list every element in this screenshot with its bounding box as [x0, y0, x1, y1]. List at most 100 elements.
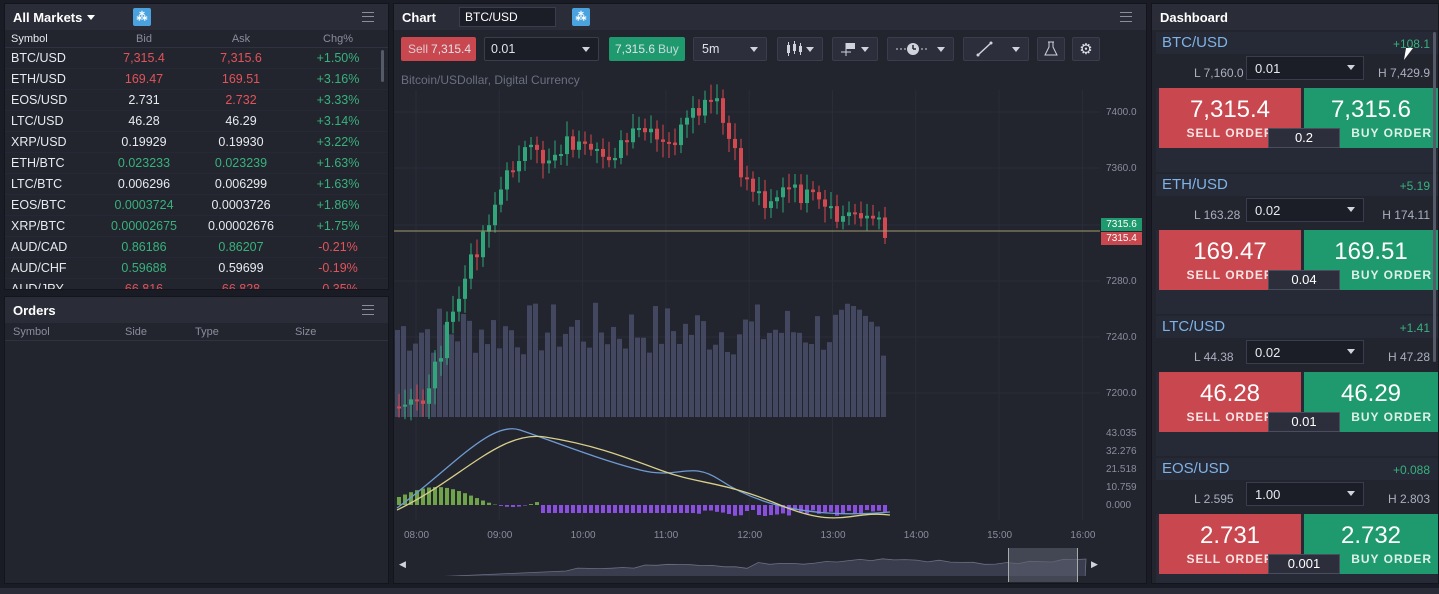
volume-bar: [725, 352, 730, 417]
card-symbol[interactable]: ETH/USD: [1162, 176, 1228, 193]
card-quantity-select[interactable]: 1.00: [1246, 482, 1364, 506]
candlestick-icon: [787, 41, 802, 56]
indicator-tick-label: 0.000: [1106, 500, 1132, 511]
market-row[interactable]: AUD/JPY 66.816 66.828 -0.35%: [5, 279, 388, 290]
market-row[interactable]: XRP/BTC 0.00002675 0.00002676 +1.75%: [5, 216, 388, 237]
macd-bar: [547, 505, 551, 513]
order-size-input[interactable]: 0.01: [1268, 412, 1340, 432]
buy-order-button[interactable]: 2.732 BUY ORDER: [1304, 514, 1438, 574]
menu-icon[interactable]: [362, 305, 374, 315]
market-row[interactable]: BTC/USD 7,315.4 7,315.6 +1.50%: [5, 48, 388, 69]
drawing-tools-button[interactable]: [963, 37, 1029, 61]
market-row[interactable]: LTC/USD 46.28 46.29 +3.14%: [5, 111, 388, 132]
macd-bar: [751, 505, 755, 511]
volume-bar: [617, 338, 622, 417]
candle: [499, 189, 503, 205]
link-icon[interactable]: ⁂: [133, 8, 151, 26]
sell-order-button[interactable]: 46.28 SELL ORDER: [1159, 372, 1301, 432]
card-quantity-select[interactable]: 0.01: [1246, 56, 1364, 80]
menu-icon[interactable]: [362, 12, 374, 22]
macd-bar: [715, 505, 719, 512]
order-size-input[interactable]: 0.001: [1268, 554, 1340, 574]
card-quantity-select[interactable]: 0.02: [1246, 198, 1364, 222]
interval-select[interactable]: 5m: [693, 37, 767, 61]
col-bid[interactable]: Bid: [136, 32, 152, 45]
navigator-handle[interactable]: [1008, 548, 1078, 582]
macd-bar: [871, 505, 875, 512]
link-icon[interactable]: ⁂: [572, 8, 590, 26]
dashboard-panel: Dashboard BTC/USD +108.1 L 7,160.0 0.01 H 7,…: [1151, 3, 1439, 584]
market-row[interactable]: LTC/BTC 0.006296 0.006299 +1.63%: [5, 174, 388, 195]
buy-order-button[interactable]: 46.29 BUY ORDER: [1304, 372, 1438, 432]
candle: [661, 139, 665, 142]
market-row[interactable]: XRP/USD 0.19929 0.19930 +3.22%: [5, 132, 388, 153]
candle: [613, 157, 617, 161]
card-symbol[interactable]: EOS/USD: [1162, 460, 1230, 477]
volume-bar: [599, 332, 604, 417]
market-row[interactable]: ETH/USD 169.47 169.51 +3.16%: [5, 69, 388, 90]
indicators-button[interactable]: [832, 37, 878, 61]
market-ask: 0.0003726: [211, 198, 271, 212]
quantity-select[interactable]: 0.01: [484, 37, 599, 61]
chart-type-button[interactable]: [777, 37, 823, 61]
orders-panel: Orders Symbol Side Type Size: [4, 296, 389, 584]
market-change: +3.33%: [316, 93, 360, 107]
col-ask[interactable]: Ask: [231, 32, 251, 45]
volume-bar: [737, 334, 742, 417]
macd-bar: [865, 505, 869, 511]
macd-bar: [883, 505, 887, 512]
candle: [673, 142, 677, 146]
price-chart[interactable]: [394, 66, 1148, 576]
candle: [631, 128, 635, 143]
market-row[interactable]: AUD/CAD 0.86186 0.86207 -0.21%: [5, 237, 388, 258]
markets-title[interactable]: All Markets: [13, 9, 83, 25]
col-symbol[interactable]: Symbol: [13, 325, 50, 338]
order-size-input[interactable]: 0.04: [1268, 270, 1340, 290]
flag-icon: [841, 43, 855, 56]
market-ask: 7,315.6: [220, 51, 262, 65]
macd-bar: [685, 505, 689, 513]
col-type[interactable]: Type: [195, 325, 219, 338]
volume-bar: [833, 314, 838, 417]
macd-bar: [421, 488, 425, 505]
menu-icon[interactable]: [1120, 12, 1132, 22]
candle: [697, 108, 701, 116]
card-symbol[interactable]: BTC/USD: [1162, 34, 1228, 51]
scroll-right-button[interactable]: ▶: [1091, 559, 1098, 569]
scrollbar[interactable]: [1433, 32, 1436, 362]
sell-price: 46.28: [1199, 380, 1261, 407]
candle: [721, 98, 725, 123]
price-tick-label: 7280.0: [1106, 276, 1137, 287]
studies-button[interactable]: [1037, 37, 1065, 61]
market-row[interactable]: ETH/BTC 0.023233 0.023239 +1.63%: [5, 153, 388, 174]
order-size-input[interactable]: 0.2: [1268, 128, 1340, 148]
col-side[interactable]: Side: [125, 325, 148, 338]
timeline-button[interactable]: [887, 37, 954, 61]
volume-bar: [653, 306, 658, 417]
macd-bar: [733, 505, 737, 516]
col-chg[interactable]: Chg%: [323, 32, 353, 45]
candle: [871, 215, 875, 219]
card-symbol[interactable]: LTC/USD: [1162, 318, 1226, 335]
caret-down-icon[interactable]: [87, 14, 96, 20]
card-quantity-select[interactable]: 0.02: [1246, 340, 1364, 364]
symbol-input[interactable]: BTC/USD: [459, 7, 556, 27]
col-size[interactable]: Size: [295, 325, 317, 338]
macd-bar: [673, 505, 677, 513]
market-row[interactable]: EOS/BTC 0.0003724 0.0003726 +1.86%: [5, 195, 388, 216]
market-row[interactable]: EOS/USD 2.731 2.732 +3.33%: [5, 90, 388, 111]
macd-bar: [691, 505, 695, 513]
col-symbol[interactable]: Symbol: [11, 32, 48, 45]
market-row[interactable]: AUD/CHF 0.59688 0.59699 -0.19%: [5, 258, 388, 279]
buy-button[interactable]: 7,315.6 Buy: [609, 37, 685, 61]
sell-price: 7,315.4: [431, 42, 472, 56]
scroll-left-button[interactable]: ◀: [399, 559, 406, 569]
candle: [835, 206, 839, 222]
markets-table-header: Symbol Bid Ask Chg%: [5, 30, 388, 48]
volume-bar: [779, 332, 784, 417]
buy-label: Buy: [658, 42, 679, 56]
sell-button[interactable]: Sell 7,315.4: [401, 37, 476, 61]
market-symbol: AUD/JPY: [11, 282, 64, 290]
settings-button[interactable]: ⚙: [1072, 37, 1100, 61]
scrollbar[interactable]: [381, 50, 384, 82]
